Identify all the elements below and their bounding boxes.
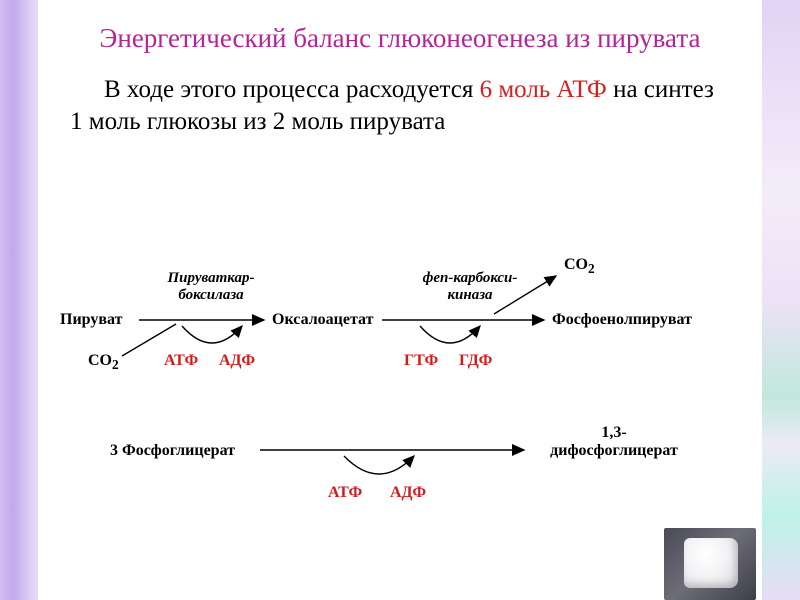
node-phosphoenolpyruvate: Фосфоенолпируват: [552, 311, 692, 329]
sugar-photo: [664, 528, 756, 600]
body-pre: В ходе этого процесса расходуется: [104, 76, 480, 103]
enzyme-pep-carboxykinase: феп-карбокси- киназа: [400, 270, 540, 304]
node-co2-out: CO2: [564, 256, 595, 277]
slide-content: Энергетический баланс глюконеогенеза из …: [44, 0, 756, 600]
reaction-diagram: Пируват Оксалоацетат Фосфоенолпируват Пи…: [44, 252, 756, 592]
slide-title: Энергетический баланс глюконеогенеза из …: [44, 0, 756, 68]
bpg-line2: дифосфоглицерат: [550, 442, 678, 459]
node-co2-in: CO2: [88, 352, 119, 373]
node-pyruvate: Пируват: [60, 311, 122, 329]
enzyme1-line1: Пируваткар-: [168, 270, 255, 286]
node-3-phosphoglycerate: 3 Фосфоглицерат: [110, 442, 235, 460]
decorative-left-strip: [0, 0, 38, 600]
bpg-line1: 1,3-: [601, 424, 626, 441]
cofactor-adp-2: АДФ: [390, 484, 426, 502]
slide-body: В ходе этого процесса расходуется 6 моль…: [44, 68, 756, 138]
cofactor-atp-1: АТФ: [164, 352, 198, 370]
enzyme1-line2: боксилаза: [178, 287, 243, 303]
enzyme2-line1: феп-карбокси-: [423, 270, 518, 286]
decorative-right-strip: [762, 0, 800, 600]
enzyme2-line2: киназа: [447, 287, 492, 303]
node-oxaloacetate: Оксалоацетат: [272, 311, 374, 329]
body-highlight: 6 моль АТФ: [480, 76, 607, 103]
cofactor-gdp: ГДФ: [459, 352, 492, 370]
cofactor-gtp: ГТФ: [404, 352, 438, 370]
cofactor-adp-1: АДФ: [219, 352, 255, 370]
enzyme-pyruvate-carboxylase: Пируваткар- боксилаза: [146, 270, 276, 304]
node-13-bpg: 1,3- дифосфоглицерат: [534, 424, 694, 460]
cofactor-atp-2: АТФ: [328, 484, 362, 502]
sugar-cube-icon: [684, 538, 738, 588]
